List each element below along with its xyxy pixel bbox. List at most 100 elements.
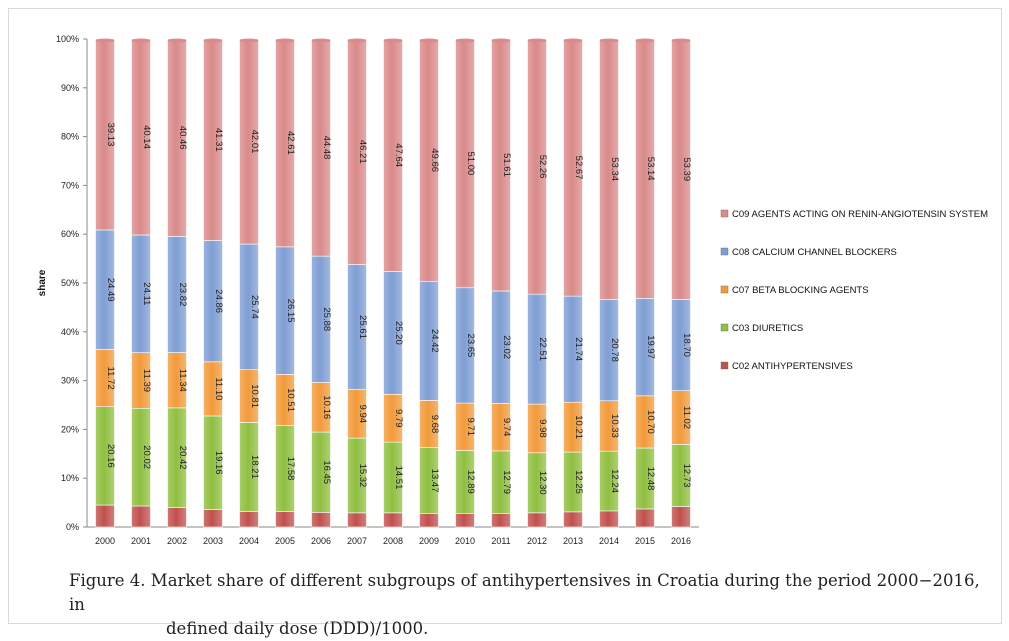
bar-top-cap	[491, 38, 511, 43]
data-label: 14.51	[393, 466, 404, 490]
bar-segment	[383, 512, 403, 528]
data-label: 18.70	[681, 333, 692, 357]
bar-segment	[275, 511, 295, 528]
data-label: 11.72	[105, 367, 116, 390]
x-tick-label: 2005	[275, 536, 295, 546]
data-label: 53.34	[609, 157, 620, 181]
data-label: 19.16	[213, 451, 224, 475]
data-label: 40.46	[177, 126, 188, 150]
data-label: 12.79	[501, 470, 512, 494]
data-label: 42.01	[249, 130, 260, 154]
y-tick-label: 100%	[56, 34, 79, 44]
y-tick-label: 90%	[61, 83, 79, 93]
x-tick-label: 2009	[419, 536, 439, 546]
data-label: 25.61	[357, 315, 368, 339]
data-label: 22.51	[537, 337, 548, 361]
bar-top-cap	[95, 38, 115, 43]
bar-segment	[491, 513, 511, 528]
legend-swatch	[720, 209, 729, 218]
data-label: 53.14	[645, 157, 656, 181]
data-label: 25.74	[249, 295, 260, 319]
data-label: 11.10	[213, 377, 224, 400]
chart-axes: 0% 10% 20% 30% 40% 50% 60% 70% 80% 90% 100% share 20…	[37, 34, 699, 546]
data-label: 12.24	[609, 469, 620, 493]
x-tick-label: 2015	[635, 536, 655, 546]
data-label: 11.39	[141, 369, 152, 392]
data-label: 12.48	[645, 467, 656, 491]
data-label: 17.58	[285, 457, 296, 481]
data-label: 9.74	[501, 418, 512, 437]
data-label: 10.81	[249, 384, 260, 408]
bar-segment	[131, 505, 151, 528]
data-label: 49.66	[429, 148, 440, 172]
y-tick-label: 70%	[61, 180, 79, 190]
data-label: 40.14	[141, 125, 152, 149]
legend-label: C03 DIURETICS	[732, 323, 803, 334]
bar-top-cap	[383, 38, 403, 43]
bar-segment	[203, 509, 223, 528]
data-label: 47.64	[393, 143, 404, 167]
bar-top-cap	[239, 38, 259, 43]
data-label: 9.79	[393, 409, 404, 428]
data-label: 12.30	[537, 471, 548, 495]
data-label: 51.61	[501, 153, 512, 177]
data-label: 20.42	[177, 446, 188, 470]
bar-top-cap	[203, 38, 223, 43]
data-label: 9.68	[429, 415, 440, 434]
bar-top-cap	[527, 38, 547, 43]
y-tick-label: 20%	[61, 424, 79, 434]
data-label: 21.74	[573, 337, 584, 361]
data-label: 24.49	[105, 278, 116, 302]
bar-top-cap	[455, 38, 475, 43]
legend-label: C09 AGENTS ACTING ON RENIN-ANGIOTENSIN S…	[732, 209, 988, 220]
bar-top-cap	[635, 38, 655, 43]
data-label: 24.42	[429, 329, 440, 353]
bar-top-cap	[311, 38, 331, 43]
bar-segment	[311, 512, 331, 528]
bar-segment	[167, 507, 187, 528]
legend-label: C07 BETA BLOCKING AGENTS	[732, 285, 869, 296]
bar-segment	[455, 513, 475, 528]
data-label: 20.16	[105, 444, 116, 468]
data-label: 24.11	[141, 282, 152, 305]
data-label: 23.02	[501, 335, 512, 359]
bar-segment	[419, 513, 439, 528]
data-label: 16.45	[321, 460, 332, 484]
data-label: 42.61	[285, 131, 296, 155]
bar-top-cap	[131, 38, 151, 43]
data-label: 20.78	[609, 338, 620, 362]
data-label: 15.32	[357, 464, 368, 488]
data-label: 24.86	[213, 289, 224, 313]
data-label: 51.00	[465, 151, 476, 175]
bar-top-cap	[167, 38, 187, 43]
data-label: 52.26	[537, 155, 548, 179]
data-label: 19.97	[645, 335, 656, 359]
data-label: 11.34	[177, 369, 188, 392]
data-label: 25.88	[321, 307, 332, 331]
bar-segment	[599, 510, 619, 528]
chart-bars: 20.16 11.72 24.49 39.13 20.02 11.39 24.11 40.14…	[95, 38, 692, 528]
data-label: 53.39	[681, 157, 692, 181]
data-label: 18.21	[249, 455, 260, 479]
bar-top-cap	[419, 38, 439, 43]
bar-segment	[347, 512, 367, 528]
x-tick-label: 2012	[527, 536, 547, 546]
legend-swatch	[720, 247, 729, 256]
x-tick-label: 2010	[455, 536, 475, 546]
x-tick-label: 2001	[131, 536, 151, 546]
x-tick-label: 2003	[203, 536, 223, 546]
data-label: 41.31	[213, 128, 224, 152]
y-tick-label: 50%	[61, 278, 79, 288]
chart-legend: C09 AGENTS ACTING ON RENIN-ANGIOTENSIN S…	[720, 209, 988, 372]
x-tick-label: 2016	[671, 536, 691, 546]
legend-swatch	[720, 361, 729, 370]
bar-top-cap	[275, 38, 295, 43]
data-label: 44.48	[321, 136, 332, 160]
y-tick-label: 30%	[61, 376, 79, 386]
bar-segment	[563, 511, 583, 528]
data-label: 9.71	[465, 418, 476, 437]
y-tick-label: 40%	[61, 327, 79, 337]
data-label: 13.47	[429, 469, 440, 493]
x-tick-label: 2000	[95, 536, 115, 546]
data-label: 10.70	[645, 410, 656, 434]
